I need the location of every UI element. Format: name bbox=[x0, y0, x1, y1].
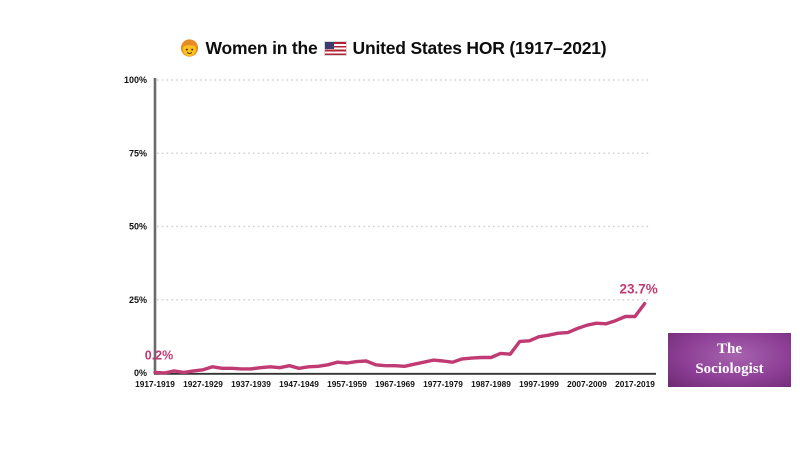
title-text-before-flag: Women in the bbox=[205, 38, 318, 58]
x-tick-label: 2007-2009 bbox=[567, 379, 607, 389]
us-flag-icon bbox=[323, 41, 347, 56]
x-tick-label: 1967-1969 bbox=[375, 379, 415, 389]
girl-emoji-icon bbox=[180, 39, 199, 58]
y-tick-label: 0% bbox=[134, 368, 147, 378]
x-tick-label: 1987-1989 bbox=[471, 379, 511, 389]
x-tick-label: 2017-2019 bbox=[615, 379, 655, 389]
data-point-label: 23.7% bbox=[619, 282, 657, 297]
chart-title: Women in the United States HOR (1917–202… bbox=[0, 38, 786, 59]
y-tick-label: 50% bbox=[129, 222, 147, 232]
x-tick-label: 1937-1939 bbox=[231, 379, 271, 389]
sociologist-logo: The Sociologist bbox=[668, 333, 791, 387]
y-tick-label: 25% bbox=[129, 295, 147, 305]
x-tick-label: 1917-1919 bbox=[135, 379, 175, 389]
logo-line1: The bbox=[716, 341, 742, 358]
y-tick-label: 75% bbox=[129, 148, 147, 158]
title-text-after-flag: United States HOR (1917–2021) bbox=[352, 38, 607, 58]
data-point-label: 0.2% bbox=[145, 348, 174, 362]
x-tick-label: 1927-1929 bbox=[183, 379, 223, 389]
trend-line bbox=[153, 301, 647, 375]
x-tick-label: 1957-1959 bbox=[327, 379, 367, 389]
x-tick-label: 1997-1999 bbox=[519, 379, 559, 389]
logo-line2: Sociologist bbox=[695, 361, 764, 377]
x-tick-label: 1977-1979 bbox=[423, 379, 463, 389]
y-tick-label: 100% bbox=[124, 75, 147, 85]
x-tick-label: 1947-1949 bbox=[279, 379, 319, 389]
